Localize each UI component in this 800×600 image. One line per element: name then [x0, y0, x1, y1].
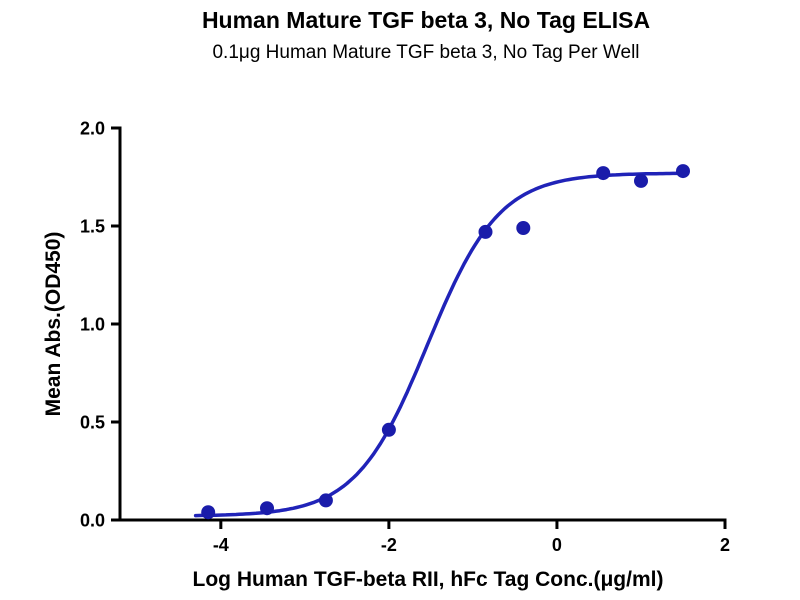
y-tick-label: 0.5 — [80, 413, 105, 433]
data-point — [201, 505, 216, 520]
data-point — [381, 422, 396, 437]
data-point — [516, 221, 531, 235]
plot-area: 0.0 0.5 1.0 1.5 2.0 -4 -2 0 2 — [80, 119, 730, 556]
x-tick-label: -4 — [213, 535, 229, 555]
data-point — [318, 493, 333, 508]
y-tick-label: 2.0 — [80, 119, 105, 139]
x-tick-label: -2 — [381, 535, 397, 555]
data-point — [634, 173, 648, 188]
chart-subtitle: 0.1μg Human Mature TGF beta 3, No Tag Pe… — [212, 42, 639, 63]
data-point — [260, 501, 274, 516]
fit-curve — [193, 171, 689, 518]
x-tick-label: 2 — [720, 535, 730, 555]
data-point — [676, 164, 690, 179]
chart-title: Human Mature TGF beta 3, No Tag ELISA — [202, 7, 650, 33]
data-point — [478, 224, 493, 239]
data-point — [596, 166, 611, 181]
y-tick-label: 1.5 — [80, 217, 105, 237]
y-tick-label: 1.0 — [80, 315, 105, 335]
y-tick-label: 0.0 — [80, 511, 105, 531]
y-axis-title: Mean Abs.(OD450) — [42, 232, 65, 417]
x-tick-label: 0 — [552, 535, 562, 555]
x-axis-title: Log Human TGF-beta RII, hFc Tag Conc.(μg… — [193, 568, 664, 591]
